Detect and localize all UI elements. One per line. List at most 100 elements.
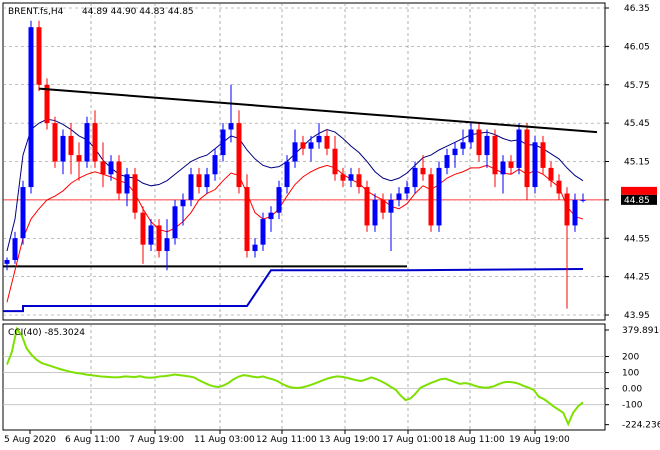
candle — [372, 193, 378, 232]
candle-body — [556, 180, 562, 194]
price-y-tick-label: 43.95 — [624, 311, 650, 321]
cci-panel — [2, 323, 606, 431]
cci-series — [6, 326, 584, 427]
candle-body — [404, 187, 410, 194]
candle-body — [60, 135, 66, 162]
time-tick-label: 5 Aug 2020 — [4, 435, 56, 445]
candle-body — [396, 193, 402, 200]
time-tick-label: 18 Aug 11:00 — [444, 435, 505, 445]
candle — [236, 110, 242, 194]
candle — [68, 123, 74, 175]
candle — [556, 174, 562, 200]
current-price-box — [621, 194, 657, 205]
price-y-tick-label: 44.55 — [624, 234, 650, 244]
candle — [428, 167, 434, 232]
cci-y-axis: 379.8916 200 100 0.00 -100 -224.236 — [605, 326, 660, 431]
candle-body — [244, 187, 250, 252]
candle-body — [340, 174, 346, 181]
candle-body — [220, 129, 226, 156]
candle-body — [548, 167, 554, 181]
candle — [324, 129, 330, 156]
cci-y-tick-label: 379.8916 — [622, 326, 660, 336]
candle — [476, 123, 482, 162]
candle-body — [148, 225, 154, 245]
candle-body — [444, 155, 450, 168]
candle-body — [500, 161, 506, 175]
candle — [356, 167, 362, 194]
chart-symbol-label: BRENT.fs,H4 — [8, 7, 64, 17]
candle-body — [212, 155, 218, 175]
candle-body — [484, 135, 490, 156]
candle — [212, 148, 218, 181]
candle — [436, 161, 442, 232]
candle-body — [316, 135, 322, 143]
price-y-tick-label: 44.25 — [624, 273, 650, 283]
candle-body — [36, 27, 42, 85]
candle-body — [580, 199, 586, 201]
price-y-tick-label: 46.35 — [624, 4, 650, 14]
candle-body — [516, 129, 522, 168]
cci-y-tick-label: -224.236 — [622, 421, 660, 431]
cci-label: CCI(40) -85.3024 — [8, 328, 85, 338]
candle-body — [540, 142, 546, 168]
candle — [492, 129, 498, 188]
time-tick-label: 12 Aug 11:00 — [256, 435, 317, 445]
candle-body — [388, 199, 394, 213]
candle-body — [268, 212, 274, 220]
candle-body — [156, 225, 162, 252]
candle — [332, 135, 338, 181]
time-tick-label: 7 Aug 19:00 — [129, 435, 184, 445]
candle-body — [492, 135, 498, 175]
candle — [36, 20, 42, 92]
candle-body — [284, 161, 290, 188]
candle — [508, 155, 514, 175]
candle-body — [92, 123, 98, 162]
candle-body — [260, 219, 266, 245]
candle — [308, 135, 314, 162]
candle-body — [356, 174, 362, 188]
candle — [92, 110, 98, 168]
candle-body — [108, 161, 114, 175]
candle — [468, 123, 474, 149]
candle — [172, 199, 178, 245]
candle — [572, 193, 578, 232]
candle-body — [572, 199, 578, 226]
candle — [156, 219, 162, 258]
time-tick-label: 17 Aug 01:00 — [382, 435, 443, 445]
chart-ohlc-label: 44.89 44.90 44.83 44.85 — [82, 7, 194, 17]
candle — [76, 142, 82, 181]
time-tick-label: 11 Aug 03:00 — [194, 435, 255, 445]
candle-body — [164, 238, 170, 252]
candle-body — [84, 123, 90, 162]
candle — [52, 116, 58, 168]
candle-body — [20, 187, 26, 239]
cci-y-tick-label: 100 — [622, 369, 639, 379]
price-y-tick-label: 46.05 — [624, 42, 650, 52]
candle-body — [380, 199, 386, 213]
candle — [140, 206, 146, 264]
candle-body — [196, 174, 202, 188]
cci-grid — [3, 324, 605, 430]
candle — [100, 142, 106, 188]
candle — [524, 123, 530, 200]
candle — [580, 193, 586, 203]
candle-body — [308, 142, 314, 149]
candle-body — [116, 161, 122, 194]
time-tick-label: 6 Aug 11:00 — [65, 435, 120, 445]
current-price-label: 44.85 — [624, 196, 650, 206]
candle — [220, 123, 226, 162]
candle-body — [428, 174, 434, 226]
candle-body — [332, 148, 338, 175]
candle-body — [124, 174, 130, 194]
candle — [4, 257, 10, 271]
candle — [228, 84, 234, 143]
candle — [196, 167, 202, 194]
candle — [292, 129, 298, 168]
candle-body — [132, 174, 138, 213]
candle — [380, 193, 386, 220]
candle — [348, 167, 354, 188]
candle-body — [532, 142, 538, 188]
candle-body — [236, 123, 242, 188]
candle — [188, 167, 194, 207]
